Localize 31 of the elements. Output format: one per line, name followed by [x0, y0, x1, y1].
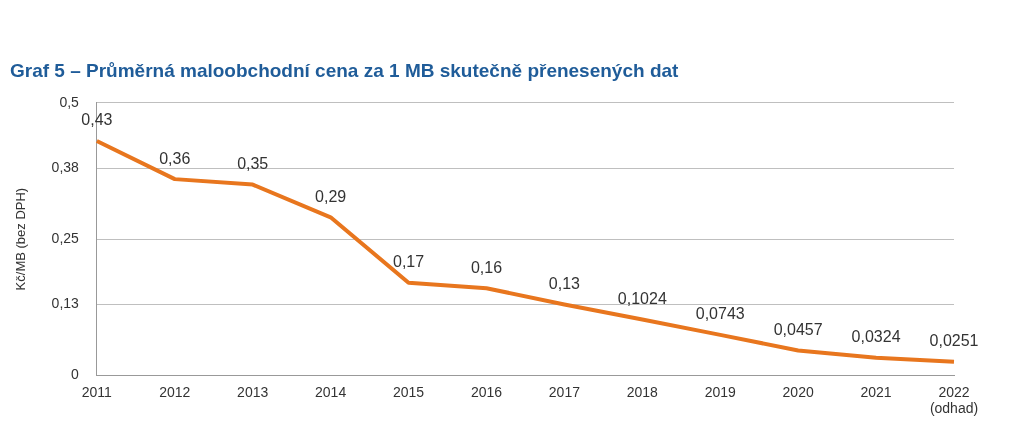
chart-title: Graf 5 – Průměrná maloobchodní cena za 1 MB skutečně přenesených dat [10, 59, 680, 81]
data-label: 0,13 [548, 274, 581, 292]
data-label: 0,0251 [929, 332, 979, 350]
x-tick-label: 2018 [626, 383, 659, 400]
y-tick-label: 0,13 [51, 295, 80, 312]
x-tick-label: 2019 [704, 383, 737, 400]
y-tick-label: 0,5 [59, 93, 80, 110]
data-label: 0,0457 [773, 320, 823, 338]
data-label: 0,29 [315, 187, 347, 205]
x-tick-label: 2017 [548, 383, 581, 400]
data-label: 0,0743 [695, 305, 745, 323]
y-tick-label: 0,38 [51, 159, 80, 176]
x-tick-label: 2012 [159, 383, 191, 400]
x-tick-label: 2011 [81, 383, 113, 400]
x-tick-label: 2014 [315, 383, 347, 400]
data-label: 0,0324 [851, 328, 901, 346]
data-label: 0,35 [237, 154, 269, 172]
x-tick-label: 2015 [392, 383, 425, 400]
x-tick-label: 2022 (odhad) [929, 383, 979, 417]
data-label: 0,36 [159, 149, 191, 167]
x-tick-label: 2016 [470, 383, 503, 400]
data-label: 0,43 [81, 111, 113, 129]
data-label: 0,1024 [617, 289, 667, 307]
y-axis-title: Kč/MB (bez DPH) [13, 187, 29, 291]
y-tick-label: 0,25 [51, 229, 80, 246]
data-label: 0,17 [392, 253, 425, 271]
data-label: 0,16 [470, 258, 503, 276]
x-tick-label: 2013 [237, 383, 269, 400]
x-tick-label: 2020 [782, 383, 814, 400]
x-tick-label: 2021 [860, 383, 892, 400]
y-tick-label: 0 [71, 366, 80, 383]
